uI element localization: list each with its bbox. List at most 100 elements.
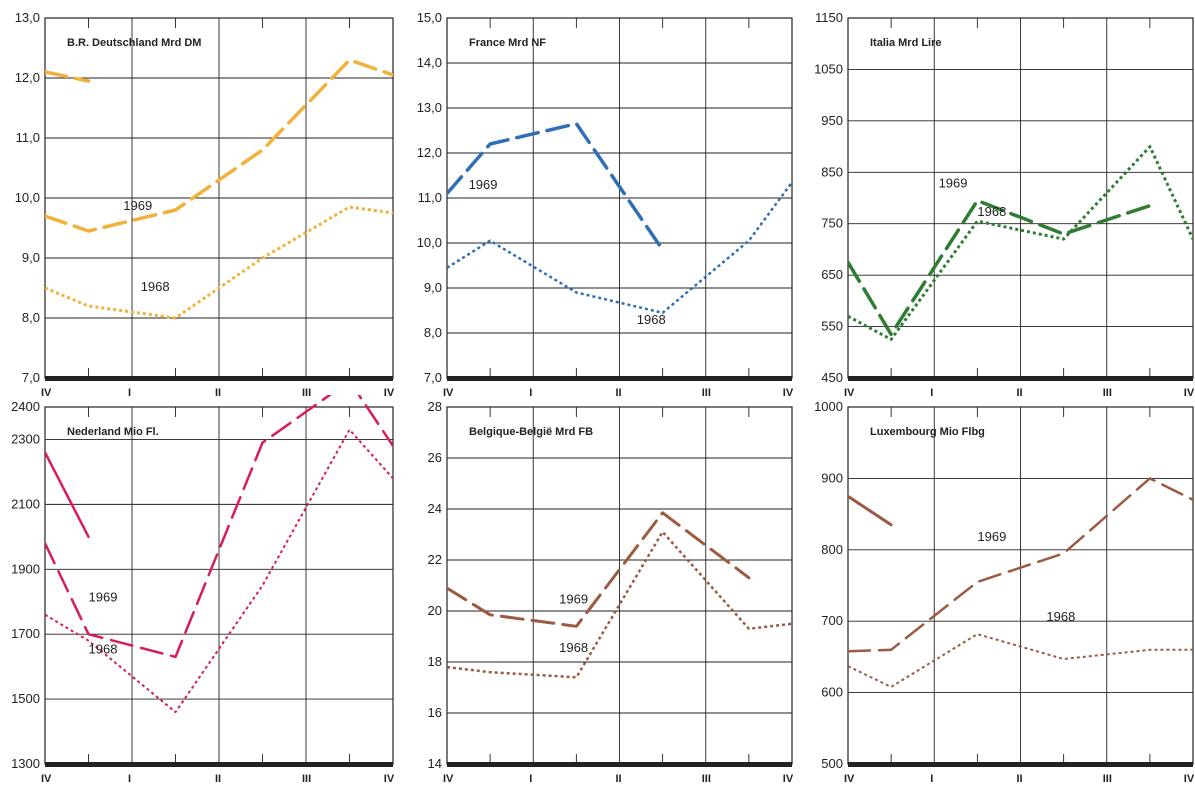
y-tick-label: 650 xyxy=(821,267,843,282)
y-tick-label: 8,0 xyxy=(22,310,40,325)
x-tick-label: IV xyxy=(783,387,794,399)
series-line-1968-2 xyxy=(45,205,393,320)
x-tick-label: III xyxy=(1103,773,1112,785)
x-tick-label: I xyxy=(930,387,933,399)
y-tick-label: 600 xyxy=(821,685,843,700)
series-line-1969-0 xyxy=(45,58,393,233)
series-line-1968-1 xyxy=(447,530,792,679)
y-tick-label: 13,0 xyxy=(15,10,40,25)
series-line-1969-0 xyxy=(848,477,1193,653)
y-tick-label: 550 xyxy=(821,319,843,334)
x-tick-label: I xyxy=(128,387,131,399)
x-tick-label: IV xyxy=(41,387,52,399)
y-tick-label: 12,0 xyxy=(15,70,40,85)
x-tick-label: II xyxy=(616,773,622,785)
y-tick-label: 8,0 xyxy=(424,325,442,340)
x-tick-label: IV xyxy=(443,773,454,785)
x-tick-label: I xyxy=(529,387,532,399)
baseline xyxy=(848,762,1193,767)
chart-title: Luxembourg Mio Flbg xyxy=(870,426,985,438)
y-tick-label: 11,0 xyxy=(16,130,40,145)
chart-title: France Mrd NF xyxy=(469,37,546,49)
y-tick-label: 10,0 xyxy=(417,235,442,250)
series-label: 1969 xyxy=(939,176,968,191)
x-tick-label: II xyxy=(616,387,622,399)
x-tick-label: III xyxy=(702,387,711,399)
y-tick-label: 14 xyxy=(428,756,442,771)
y-tick-label: 1900 xyxy=(11,561,40,576)
baseline xyxy=(447,762,792,767)
chart-title: Belgique-België Mrd FB xyxy=(469,426,593,438)
y-tick-label: 7,0 xyxy=(424,370,442,385)
series-label: 1968 xyxy=(559,640,588,655)
x-tick-label: IV xyxy=(384,387,395,399)
y-tick-label: 9,0 xyxy=(22,250,40,265)
x-tick-label: IV xyxy=(783,773,794,785)
y-tick-label: 1150 xyxy=(815,10,843,25)
y-tick-label: 16 xyxy=(428,705,442,720)
y-tick-label: 1050 xyxy=(814,61,843,76)
x-tick-label: I xyxy=(529,773,532,785)
x-tick-label: I xyxy=(930,773,933,785)
x-tick-label: IV xyxy=(844,773,855,785)
y-tick-label: 1300 xyxy=(11,756,40,771)
series-label: 1968 xyxy=(141,279,170,294)
series-label: 1969 xyxy=(469,177,498,192)
x-tick-label: III xyxy=(1103,387,1112,399)
y-tick-label: 1500 xyxy=(11,691,40,706)
chart-title: B.R. Deutschland Mrd DM xyxy=(67,37,201,49)
y-tick-label: 1000 xyxy=(814,399,843,414)
x-tick-label: I xyxy=(128,773,131,785)
series-line-1968-1 xyxy=(447,181,792,315)
y-tick-label: 10,0 xyxy=(15,190,40,205)
y-tick-label: 9,0 xyxy=(424,280,442,295)
series-line-1969-0 xyxy=(447,511,751,628)
y-tick-label: 700 xyxy=(821,613,843,628)
x-tick-label: II xyxy=(215,387,221,399)
series-label: 1968 xyxy=(977,204,1006,219)
x-tick-label: IV xyxy=(41,773,52,785)
x-tick-label: IV xyxy=(1184,773,1195,785)
y-tick-label: 2400 xyxy=(11,399,40,414)
y-tick-label: 22 xyxy=(428,552,442,567)
x-tick-label: IV xyxy=(1184,387,1195,399)
series-label: 1969 xyxy=(977,529,1006,544)
x-tick-label: III xyxy=(702,773,711,785)
x-tick-label: IV xyxy=(844,387,855,399)
y-tick-label: 28 xyxy=(428,399,442,414)
x-tick-label: III xyxy=(302,773,311,785)
chart-title: Nederland Mio Fl. xyxy=(67,426,159,438)
y-tick-label: 950 xyxy=(821,113,843,128)
y-tick-label: 2100 xyxy=(11,496,40,511)
x-tick-label: IV xyxy=(384,773,395,785)
y-tick-label: 2300 xyxy=(11,431,40,446)
y-tick-label: 14,0 xyxy=(417,55,442,70)
y-tick-label: 900 xyxy=(821,470,843,485)
baseline xyxy=(45,376,393,381)
series-label: 1968 xyxy=(637,312,666,327)
y-tick-label: 12,0 xyxy=(417,145,442,160)
series-label: 1968 xyxy=(1046,609,1075,624)
x-tick-label: IV xyxy=(443,387,454,399)
x-tick-label: II xyxy=(1017,387,1023,399)
chart-panel-1: 7,08,09,010,011,012,013,0IV I II III IVB.R. … xyxy=(15,10,395,399)
x-tick-label: III xyxy=(302,387,311,399)
series-line-1968-2 xyxy=(848,633,1193,688)
y-tick-label: 450 xyxy=(821,370,843,385)
y-tick-label: 26 xyxy=(428,450,442,465)
y-tick-label: 20 xyxy=(428,603,442,618)
y-tick-label: 18 xyxy=(428,654,442,669)
y-tick-label: 15,0 xyxy=(417,10,442,25)
y-tick-label: 500 xyxy=(821,756,843,771)
y-tick-label: 850 xyxy=(821,164,843,179)
y-tick-label: 800 xyxy=(821,542,843,557)
series-line-1969-0 xyxy=(447,121,665,252)
series-label: 1969 xyxy=(123,198,152,213)
x-tick-label: II xyxy=(1017,773,1023,785)
series-line-1969-0 xyxy=(45,395,393,659)
series-line-1968-1 xyxy=(848,145,1193,341)
